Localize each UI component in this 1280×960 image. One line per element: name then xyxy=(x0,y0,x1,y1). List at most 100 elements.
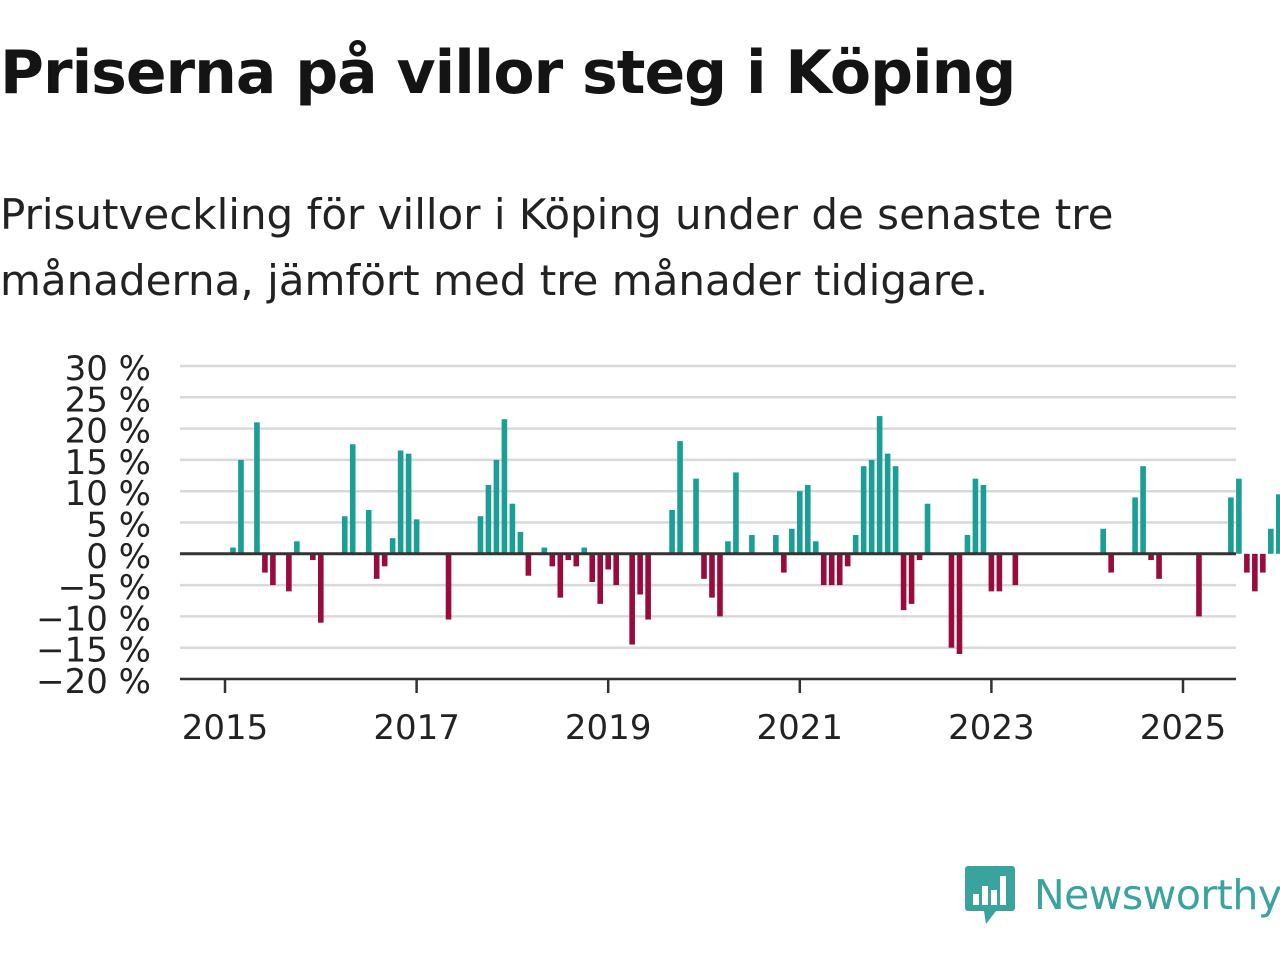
bar-chart: 30 %25 %20 %15 %10 %5 %0 %−5 %−10 %−15 %… xyxy=(36,349,1280,748)
bar xyxy=(1236,478,1242,554)
bar xyxy=(1196,553,1202,617)
bar xyxy=(541,547,548,554)
bar xyxy=(238,459,244,554)
axes xyxy=(180,552,1236,693)
bar xyxy=(900,553,907,611)
bar xyxy=(286,553,292,592)
bar xyxy=(341,516,348,554)
y-tick-label: 5 % xyxy=(86,506,151,546)
y-tick-label: 0 % xyxy=(86,537,151,577)
bar xyxy=(980,484,987,554)
bar xyxy=(1244,553,1250,573)
bar xyxy=(637,553,643,595)
bar xyxy=(230,547,236,554)
bar xyxy=(565,553,572,561)
brand: Newsworthy xyxy=(964,864,1280,926)
bar xyxy=(613,553,619,586)
bar xyxy=(972,478,979,554)
bar xyxy=(956,553,963,654)
y-tick-label: −15 % xyxy=(36,631,151,671)
bar xyxy=(797,491,803,554)
bar xyxy=(525,553,532,576)
bar xyxy=(773,535,779,554)
bar xyxy=(868,459,875,554)
bar xyxy=(836,553,843,586)
bar xyxy=(493,459,500,554)
labels: 30 %25 %20 %15 %10 %5 %0 %−5 %−10 %−15 %… xyxy=(36,349,1227,748)
x-tick-label: 2017 xyxy=(373,708,460,748)
bar xyxy=(405,453,412,554)
bar xyxy=(1228,497,1234,554)
bar xyxy=(860,466,867,554)
bar xyxy=(270,553,276,586)
bar xyxy=(884,453,891,554)
bar xyxy=(876,416,883,554)
bar xyxy=(1148,553,1154,561)
y-tick-label: −10 % xyxy=(36,599,151,639)
bar xyxy=(717,553,723,617)
bar xyxy=(397,450,404,554)
y-tick-label: 15 % xyxy=(65,443,151,483)
bar xyxy=(996,553,1003,592)
bar xyxy=(557,553,564,598)
bar xyxy=(844,553,851,567)
bar xyxy=(310,553,316,561)
bar xyxy=(852,535,859,554)
x-tick-label: 2023 xyxy=(948,708,1035,748)
bar xyxy=(948,553,955,648)
bar xyxy=(1108,553,1114,573)
y-tick-label: 20 % xyxy=(65,412,151,452)
x-tick-label: 2015 xyxy=(182,708,269,748)
bar xyxy=(501,419,508,554)
bar xyxy=(693,478,699,554)
bar xyxy=(916,553,923,561)
bar xyxy=(349,444,356,554)
bar xyxy=(733,472,739,554)
x-tick-label: 2025 xyxy=(1140,708,1227,748)
bar xyxy=(477,516,484,554)
newsworthy-logo-icon xyxy=(965,866,1015,924)
bar xyxy=(677,441,683,554)
y-tick-label: 25 % xyxy=(65,380,151,420)
x-tick-label: 2021 xyxy=(757,708,844,748)
bar xyxy=(509,503,516,554)
bar xyxy=(701,553,707,579)
bar xyxy=(573,553,580,567)
bar xyxy=(1132,497,1138,554)
bar xyxy=(1140,466,1146,554)
y-tick-label: −20 % xyxy=(36,662,151,702)
bar xyxy=(629,553,635,645)
chart-title: Priserna på villor steg i Köping xyxy=(0,38,1016,108)
bar xyxy=(812,541,819,554)
bar xyxy=(749,535,755,554)
bar xyxy=(669,509,675,554)
chart-subtitle: Prisutveckling för villor i Köping under… xyxy=(0,190,1114,305)
bar xyxy=(517,531,524,554)
bar xyxy=(1276,494,1280,554)
bar xyxy=(381,553,388,567)
bar xyxy=(1012,553,1019,586)
bar xyxy=(781,553,787,573)
bar xyxy=(485,484,492,554)
bar xyxy=(294,541,300,554)
bar xyxy=(645,553,651,620)
bar xyxy=(804,484,811,554)
bar xyxy=(789,528,795,554)
bar xyxy=(924,503,931,554)
bar xyxy=(892,466,899,554)
bar xyxy=(820,553,827,586)
bar xyxy=(581,547,588,554)
bar xyxy=(709,553,715,598)
x-tick-label: 2019 xyxy=(565,708,652,748)
y-tick-label: 30 % xyxy=(65,349,151,389)
bar xyxy=(254,422,260,554)
bar xyxy=(828,553,835,586)
bar xyxy=(389,538,396,554)
brand-name: Newsworthy xyxy=(1034,871,1280,919)
bar xyxy=(365,509,372,554)
bar xyxy=(262,553,268,573)
bar xyxy=(988,553,995,592)
bar xyxy=(725,541,731,554)
bar xyxy=(318,553,324,623)
bar xyxy=(589,553,596,582)
